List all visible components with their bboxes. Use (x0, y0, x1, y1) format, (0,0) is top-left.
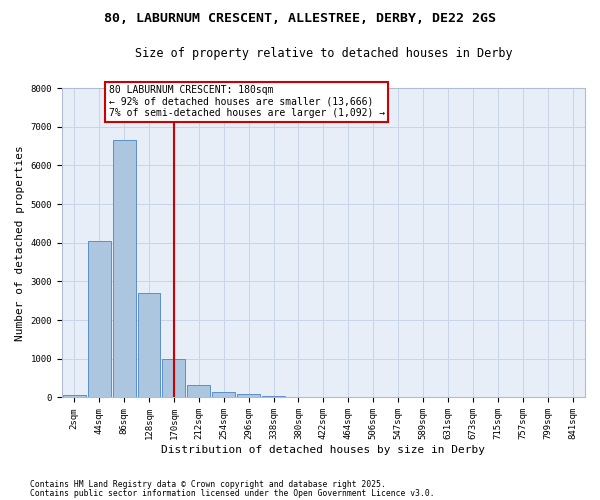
Bar (212, 392, 235, 398)
Bar (113, 140, 136, 398)
Text: Contains HM Land Registry data © Crown copyright and database right 2025.: Contains HM Land Registry data © Crown c… (30, 480, 386, 489)
Bar (88, 241, 110, 398)
Text: Contains public sector information licensed under the Open Government Licence v3: Contains public sector information licen… (30, 488, 434, 498)
Bar (137, 293, 160, 398)
Bar (187, 384, 210, 398)
Title: Size of property relative to detached houses in Derby: Size of property relative to detached ho… (134, 48, 512, 60)
Text: 80 LABURNUM CRESCENT: 180sqm
← 92% of detached houses are smaller (13,666)
7% of: 80 LABURNUM CRESCENT: 180sqm ← 92% of de… (109, 85, 385, 118)
Text: 80, LABURNUM CRESCENT, ALLESTREE, DERBY, DE22 2GS: 80, LABURNUM CRESCENT, ALLESTREE, DERBY,… (104, 12, 496, 26)
X-axis label: Distribution of detached houses by size in Derby: Distribution of detached houses by size … (161, 445, 485, 455)
Bar (237, 394, 260, 398)
Bar (262, 396, 285, 398)
Bar (63, 395, 86, 398)
Y-axis label: Number of detached properties: Number of detached properties (15, 145, 25, 340)
Bar (163, 359, 185, 398)
